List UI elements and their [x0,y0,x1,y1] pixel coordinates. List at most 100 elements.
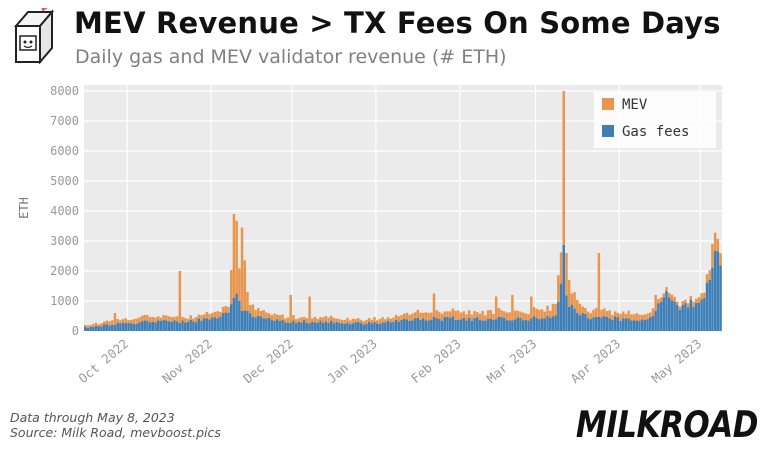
gas-bar [651,316,655,331]
gas-bar [573,308,576,331]
gas-bar [465,320,468,331]
mev-bar [292,314,295,321]
gas-bar [546,315,549,331]
mev-bar [467,310,471,318]
gas-bar [178,323,182,331]
mev-bar [435,310,438,319]
gas-bar [603,315,606,331]
mev-bar [489,309,492,319]
gas-bar [462,317,465,331]
mev-bar [516,310,520,318]
gas-bar [97,326,101,331]
gas-bar [611,319,614,331]
gas-bar [678,310,682,331]
gas-bar [703,298,706,331]
mev-bar [154,317,157,323]
mev-bar [257,307,260,316]
mev-bar [316,319,319,323]
mev-bar [224,305,228,313]
mev-bar [143,314,146,321]
mev-bar [102,321,106,325]
y-tick-label: 6000 [50,144,79,158]
mev-bar [716,238,720,252]
mev-bar [586,311,590,319]
mev-bar [567,280,571,307]
gas-bar [243,310,246,331]
mev-bar [497,308,501,317]
gas-bar [273,320,276,331]
gas-bar [224,312,228,331]
x-tick-label: Nov 2022 [159,336,215,386]
mev-bar [519,311,522,318]
mev-bar [200,315,203,321]
gas-bar [100,326,103,331]
mev-bar [705,274,709,283]
gas-bar [324,321,328,331]
gas-bar [705,282,709,331]
mev-bar [711,244,714,268]
gas-bar [676,304,679,331]
mev-bar [384,319,387,323]
gas-bar [397,321,401,331]
milkroad-logo: MILKROAD [575,404,759,447]
mev-bar [111,320,114,325]
gas-bar [238,300,241,331]
mev-bar [235,220,238,294]
mev-bar [162,315,165,320]
gas-bar [608,318,611,331]
gas-bar [121,322,125,331]
gas-bar [484,320,487,331]
mev-bar [546,305,549,316]
gas-bar [270,320,274,331]
mev-bar [105,320,109,325]
mev-bar [132,319,136,325]
mev-bar [438,311,441,320]
mev-bar [251,304,255,317]
gas-bar [559,283,563,331]
mev-bar [500,310,503,317]
mev-bar [686,303,690,308]
mev-bar [159,317,163,321]
gas-bar [503,317,506,331]
mev-bar [219,312,222,317]
gas-bar [443,316,447,331]
mev-bar [262,310,265,319]
mev-bar [521,312,525,321]
gas-bar [632,320,636,331]
mev-bar [624,313,628,319]
mev-bar [265,312,268,319]
mev-bar [451,308,455,317]
mev-bar [713,232,717,251]
mev-bar [513,310,517,320]
gas-bar [451,316,455,331]
mev-bar [643,314,647,321]
gas-bar [403,318,406,331]
mev-bar [454,310,457,320]
gas-bar [192,321,195,331]
gas-bar [670,300,674,331]
mev-bar [470,314,474,321]
gas-bar [197,318,201,331]
mev-bar [640,314,644,320]
mev-bar [248,305,252,314]
mev-bar [419,312,422,320]
mev-bar [511,295,514,321]
mev-bar [600,309,603,318]
gas-bar [392,321,395,331]
mev-bar [100,323,103,327]
gas-bar [400,319,403,331]
mev-bar [392,317,395,322]
gas-bar [457,319,460,331]
mev-bar [289,295,292,323]
gas-bar [294,323,298,331]
gas-bar [181,320,184,331]
gas-bar [135,323,138,331]
gas-bar [492,319,495,331]
mev-bar [486,310,490,320]
mev-bar [229,270,233,305]
mev-bar [503,311,506,318]
mev-bar [492,313,495,320]
mev-bar [459,312,463,320]
mev-bar [427,312,430,321]
gas-bar [427,320,430,331]
